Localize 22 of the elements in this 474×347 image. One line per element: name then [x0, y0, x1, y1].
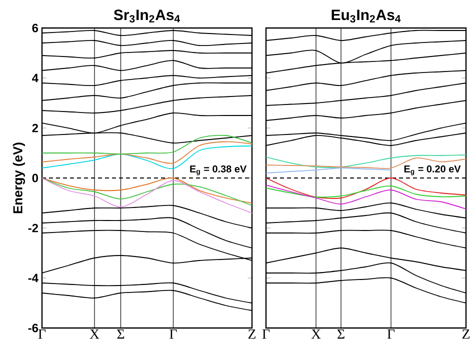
- x-tick-label: X: [90, 330, 100, 339]
- y-tick-label: -2: [28, 224, 38, 232]
- annotation: E$_{g}$ = 0.20 eV: [404, 165, 461, 176]
- y-tick-label: 4: [32, 74, 38, 82]
- x-tick-label: Σ: [117, 330, 124, 339]
- y-tick-label: -4: [28, 274, 38, 282]
- x-tick-label: Σ: [337, 330, 344, 339]
- chart-title: Eu$_{3}$In$_{2}$As$_{4}$: [332, 10, 401, 23]
- y-tick-label: 2: [32, 124, 38, 132]
- y-tick-label: -6: [28, 324, 38, 332]
- x-tick-label: Γ: [170, 330, 177, 339]
- x-tick-label: Γ: [38, 330, 46, 339]
- annotation: E$_{g}$ = 0.38 eV: [190, 165, 247, 176]
- x-tick-label: Z: [462, 330, 470, 339]
- y-tick-label: 0: [32, 174, 38, 182]
- x-tick-label: Z: [248, 330, 256, 339]
- x-tick-label: X: [311, 330, 321, 339]
- x-tick-label: Γ: [387, 330, 395, 339]
- y-tick-label: 6: [32, 24, 38, 32]
- x-tick-label: Γ: [262, 330, 270, 339]
- y-axis-title: Energy (eV): [12, 142, 26, 214]
- chart-title: Sr$_{3}$In$_{2}$As$_{4}$: [114, 10, 180, 23]
